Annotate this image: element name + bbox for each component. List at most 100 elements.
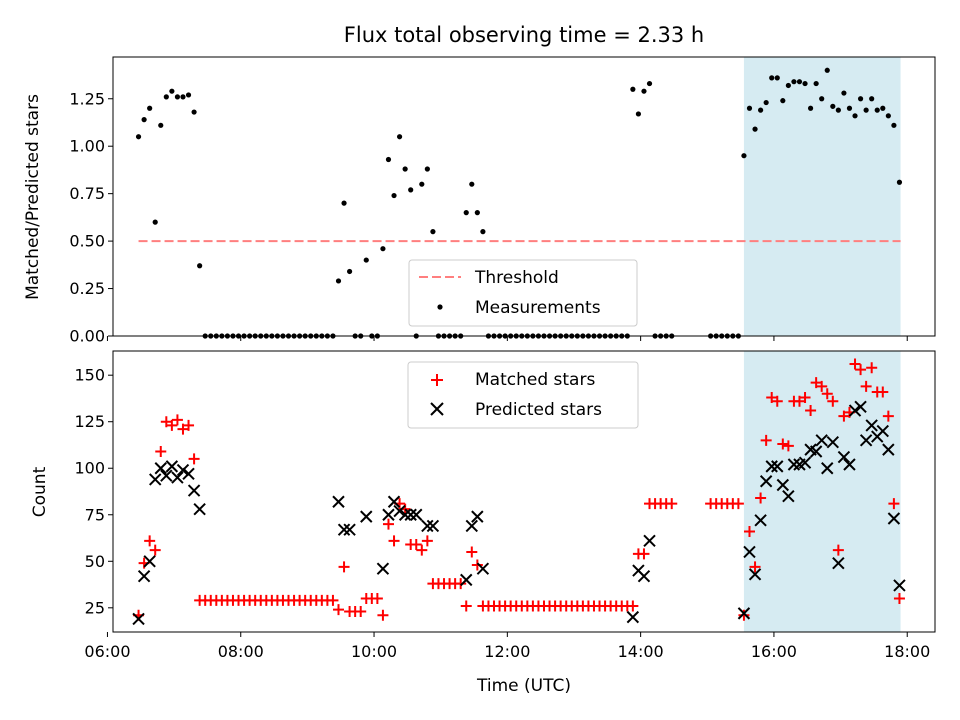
matched-star-point: [738, 609, 750, 621]
matched-star-point: [410, 539, 422, 551]
measurement-point: [796, 79, 803, 85]
measurement-point: [191, 109, 197, 115]
predicted-star-point: [743, 545, 756, 559]
predicted-star-point: [149, 473, 162, 486]
matched-star-point: [171, 414, 183, 426]
matched-star-point: [188, 453, 200, 465]
predicted-star-point: [882, 443, 895, 456]
predicted-star-point: [182, 467, 195, 481]
predicted-star-point: [393, 504, 406, 518]
y-tick-label: 75: [85, 505, 105, 524]
predicted-star-point: [343, 523, 356, 536]
measurement-point: [785, 82, 791, 89]
matched-star-point: [766, 392, 778, 404]
predicted-star-point: [476, 562, 490, 575]
measurement-point: [752, 126, 758, 132]
measurement-point: [408, 187, 414, 193]
measurement-point: [135, 134, 142, 140]
legend-matched-swatch: [431, 374, 443, 386]
predicted-star-point: [737, 607, 751, 620]
measurement-point: [819, 96, 825, 102]
measurement-point: [635, 111, 642, 117]
measurement-point: [474, 210, 480, 216]
top-y-axis-label: Matched/Predicted stars: [23, 94, 43, 300]
predicted-star-point: [893, 579, 906, 592]
y-tick-label: 1.00: [69, 137, 105, 156]
bottom-legend-box: [407, 361, 639, 429]
matched-star-point: [466, 546, 478, 558]
legend-matched-label: Matched stars: [475, 370, 595, 390]
measurement-point: [363, 257, 369, 263]
predicted-star-point: [837, 450, 851, 464]
matched-star-point: [777, 438, 789, 450]
measurement-point: [180, 94, 186, 100]
matched-star-point: [377, 609, 389, 621]
matched-star-point: [149, 544, 161, 556]
matched-star-point: [160, 416, 172, 428]
x-tick-label: 14:00: [618, 642, 664, 661]
matched-star-point: [166, 419, 178, 431]
measurement-point: [807, 105, 814, 111]
matched-star-point: [638, 548, 650, 560]
matched-star-point: [860, 380, 872, 392]
matched-star-point: [155, 445, 167, 457]
predicted-star-point: [193, 502, 206, 516]
top-panel: Flux total observing time = 2.33 h 0.000…: [23, 23, 936, 346]
predicted-star-point: [759, 475, 773, 488]
predicted-star-point: [798, 456, 812, 469]
measurement-point: [763, 99, 769, 106]
y-tick-label: 50: [85, 552, 105, 571]
matched-star-point: [338, 561, 350, 573]
measurement-point: [741, 153, 747, 159]
legend-predicted-label: Predicted stars: [475, 400, 602, 420]
measurement-point: [158, 122, 164, 128]
predicted-star-point: [637, 569, 651, 583]
predicted-star-point: [154, 462, 167, 475]
predicted-star-point: [376, 562, 390, 575]
matched-star-point: [421, 535, 433, 547]
top-legend-box: [408, 259, 638, 327]
measurement-point: [874, 107, 880, 113]
measurement-point: [774, 75, 780, 81]
measurement-point: [646, 80, 653, 87]
predicted-star-point: [854, 400, 867, 414]
predicted-star-point: [754, 514, 767, 527]
matched-star-point: [893, 593, 905, 605]
matched-star-point: [816, 380, 828, 392]
measurement-point: [463, 210, 469, 216]
measurement-point: [863, 107, 869, 113]
predicted-star-point: [460, 573, 473, 587]
predicted-star-point: [843, 458, 856, 471]
predicted-star-point: [782, 489, 795, 503]
predicted-star-point: [332, 495, 345, 508]
chart-title: Flux total observing time = 2.33 h: [344, 23, 704, 47]
measurement-point: [769, 75, 775, 81]
matched-star-point: [849, 358, 861, 370]
measurement-point: [141, 117, 147, 123]
measurement-point: [174, 94, 181, 100]
measurement-point: [185, 92, 192, 98]
predicted-star-point: [832, 556, 845, 570]
measurement-point: [641, 88, 647, 94]
x-axis-label: Time (UTC): [476, 676, 571, 696]
predicted-star-point: [387, 495, 401, 508]
matched-star-point: [805, 405, 817, 417]
matched-star-point: [827, 395, 839, 407]
legend-measurements-label: Measurements: [475, 298, 601, 318]
predicted-star-point: [815, 434, 828, 447]
measurement-point: [152, 219, 158, 225]
matched-star-point: [771, 395, 783, 407]
bottom-y-axis: 25 50 75 100 125 150: [74, 366, 113, 617]
matched-star-point: [821, 388, 833, 400]
y-tick-label: 0.75: [69, 184, 105, 203]
predicted-star-point: [137, 569, 151, 583]
matched-star-point: [371, 593, 383, 605]
predicted-star-point: [160, 469, 173, 482]
measurement-point: [891, 122, 897, 128]
matched-star-point: [471, 559, 483, 571]
measurement-point: [885, 113, 891, 119]
bottom-plot-frame: [112, 350, 936, 633]
measurement-point: [813, 80, 819, 87]
y-tick-label: 0.25: [69, 279, 105, 298]
predicted-star-point: [626, 610, 640, 624]
